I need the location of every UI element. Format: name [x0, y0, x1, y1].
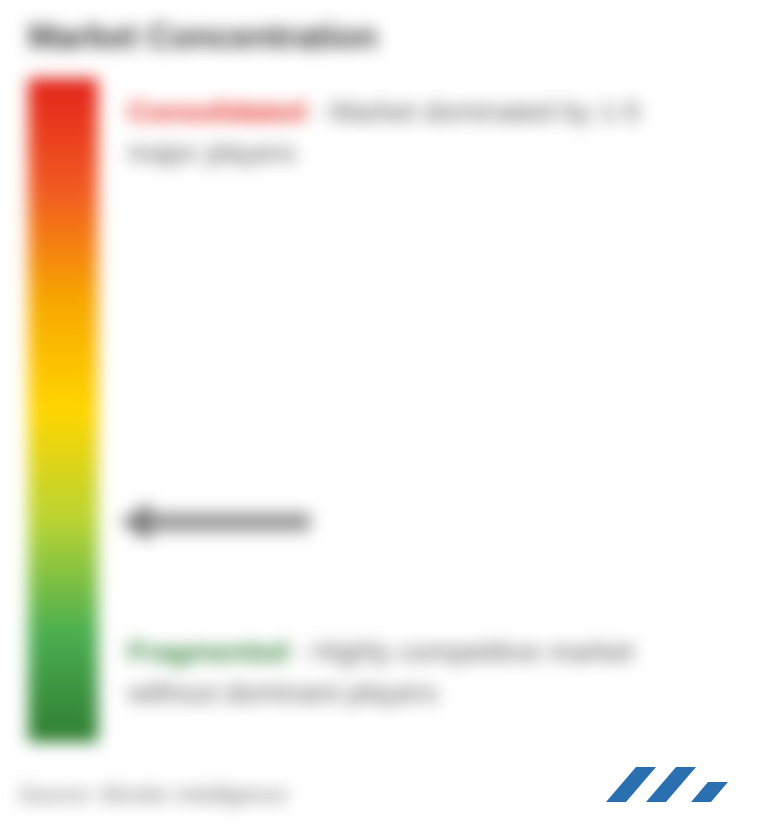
canvas: Market Concentration Consolidated - Mark…	[0, 0, 760, 825]
fragmented-label: Fragmented	[128, 636, 288, 667]
fragmented-description: Fragmented - Highly competitive market w…	[128, 632, 728, 713]
consolidated-description: Consolidated - Market dominated by 1-5 m…	[128, 92, 688, 173]
mordor-logo	[596, 762, 736, 806]
concentration-gradient-bar	[28, 78, 98, 742]
arrow-left-icon	[120, 502, 310, 542]
consolidated-label: Consolidated	[128, 96, 305, 127]
logo-icon	[596, 762, 736, 806]
chart-title: Market Concentration	[28, 18, 378, 57]
source-attribution: Source: Mordor Intelligence	[18, 782, 287, 808]
position-arrow	[120, 502, 310, 547]
